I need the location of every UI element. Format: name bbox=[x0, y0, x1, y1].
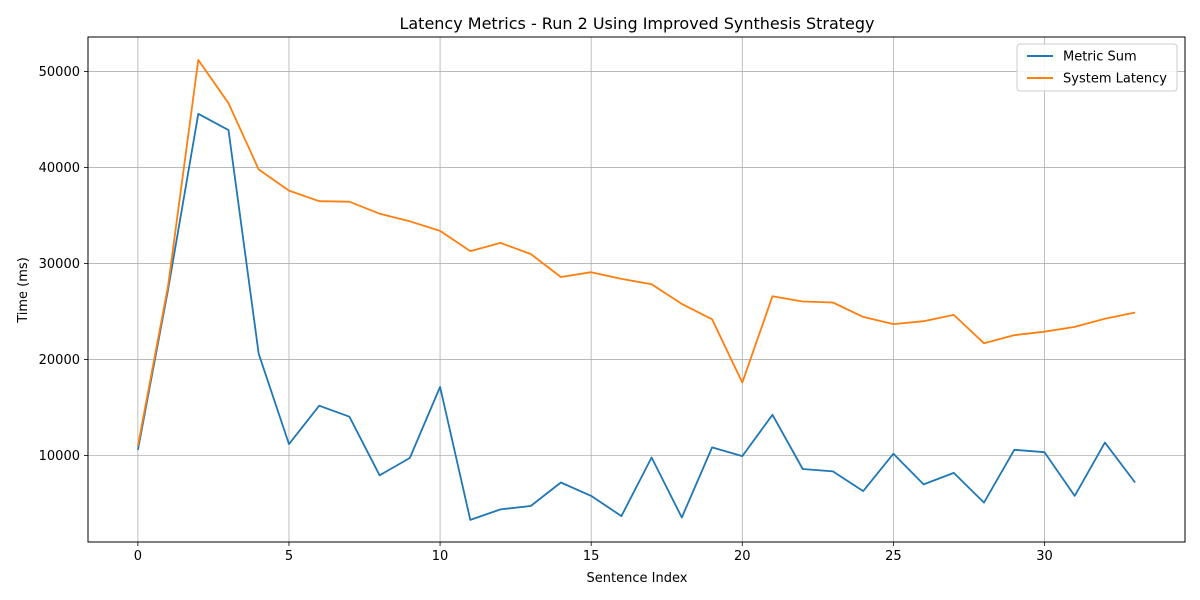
x-tick-label: 10 bbox=[432, 549, 449, 564]
y-tick-label: 40000 bbox=[39, 161, 80, 176]
series-line-metric-sum bbox=[137, 112, 1136, 521]
y-tick-label: 30000 bbox=[39, 257, 80, 272]
x-tick-label: 25 bbox=[885, 549, 902, 564]
legend-box bbox=[1016, 43, 1178, 92]
legend: Metric Sum System Latency bbox=[1016, 43, 1178, 92]
grid-lines bbox=[88, 37, 1185, 542]
y-tick-label: 20000 bbox=[39, 353, 80, 368]
x-tick-label: 15 bbox=[583, 549, 600, 564]
axis-ticks: 0 5 10 15 20 25 30 10000 20000 30000 40000 50000 bbox=[39, 65, 1053, 564]
series-line-system-latency bbox=[137, 59, 1136, 447]
y-tick-label: 50000 bbox=[39, 65, 80, 80]
chart-title: Latency Metrics - Run 2 Using Improved S… bbox=[399, 14, 874, 33]
x-tick-label: 20 bbox=[734, 549, 751, 564]
x-axis-label: Sentence Index bbox=[587, 571, 688, 586]
x-tick-label: 5 bbox=[285, 549, 293, 564]
legend-label-system-latency: System Latency bbox=[1063, 72, 1167, 87]
series-lines bbox=[137, 59, 1136, 521]
y-tick-label: 10000 bbox=[39, 449, 80, 464]
x-tick-label: 0 bbox=[134, 549, 142, 564]
plot-frame bbox=[87, 36, 1186, 543]
legend-label-metric-sum: Metric Sum bbox=[1063, 50, 1137, 65]
y-axis-label: Time (ms) bbox=[16, 257, 31, 324]
x-tick-label: 30 bbox=[1036, 549, 1053, 564]
